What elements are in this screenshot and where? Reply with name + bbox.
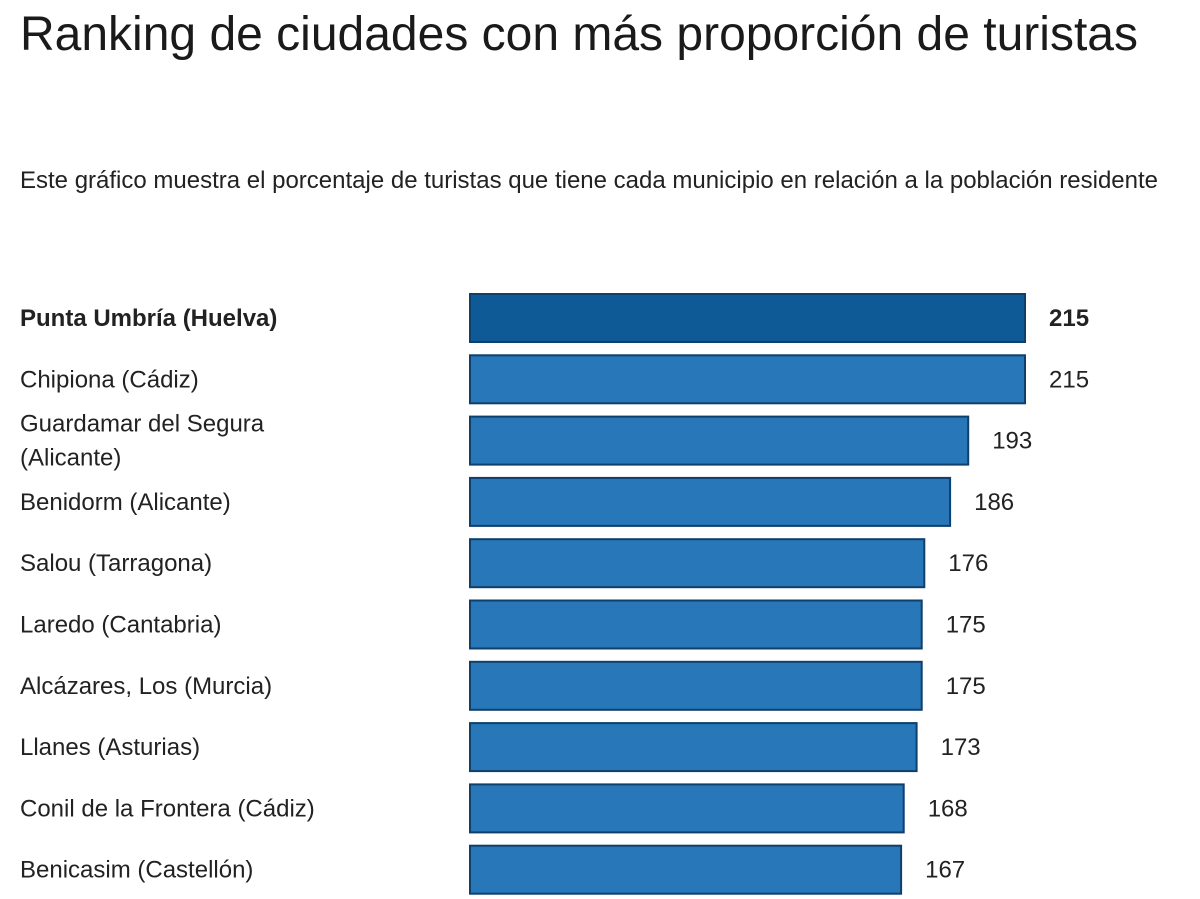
category-label: Laredo (Cantabria): [20, 612, 221, 639]
bar: [469, 538, 926, 589]
category-label: Salou (Tarragona): [20, 550, 212, 577]
value-label: 173: [941, 734, 981, 761]
value-label: 215: [1049, 366, 1089, 393]
chart-title: Ranking de ciudades con más proporción d…: [20, 8, 1138, 61]
bar: [469, 783, 905, 834]
bar: [469, 354, 1026, 405]
value-label: 167: [925, 857, 965, 884]
category-label: Benicasim (Castellón): [20, 857, 253, 884]
value-label: 168: [928, 795, 968, 822]
bar: [469, 844, 903, 895]
bar: [469, 293, 1026, 343]
category-label: Llanes (Asturias): [20, 734, 200, 761]
value-label: 215: [1049, 305, 1089, 332]
category-label: Conil de la Frontera (Cádiz): [20, 795, 315, 822]
chart-subtitle: Este gráfico muestra el porcentaje de tu…: [20, 167, 1159, 194]
value-label: 176: [948, 550, 988, 577]
bar: [469, 722, 918, 773]
bar: [469, 415, 970, 466]
category-label: Guardamar del Segura (Alicante): [20, 411, 265, 472]
value-label: 175: [946, 612, 986, 639]
category-label: Alcázares, Los (Murcia): [20, 673, 272, 700]
value-label: 186: [974, 489, 1014, 516]
category-label: Benidorm (Alicante): [20, 489, 231, 516]
bar: [469, 660, 923, 711]
value-label: 175: [946, 673, 986, 700]
bar: [469, 476, 952, 527]
category-label: Chipiona (Cádiz): [20, 366, 199, 393]
category-label: Punta Umbría (Huelva): [20, 305, 277, 332]
bar: [469, 599, 923, 650]
value-label: 193: [992, 428, 1032, 455]
